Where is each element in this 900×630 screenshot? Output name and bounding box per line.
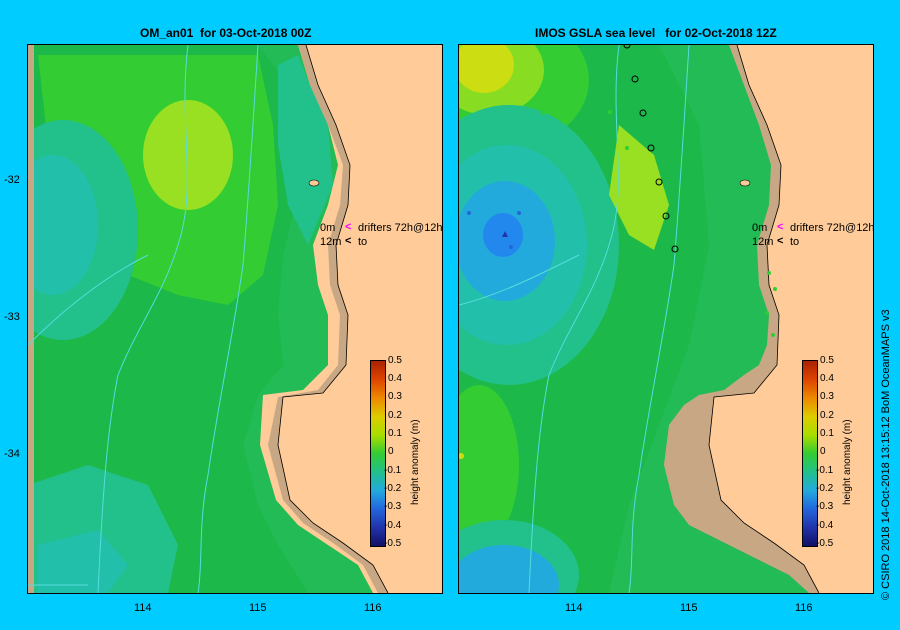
y-tick-label: -33: [4, 311, 20, 323]
colorbar-label: 0.5: [820, 355, 834, 366]
colorbar-label: -0.3: [384, 501, 402, 512]
colorbar-label: 0.3: [388, 391, 402, 402]
colorbar-label: 0: [388, 446, 394, 457]
right-panel-title: IMOS GSLA sea level for 02-Oct-2018 12Z: [535, 26, 777, 40]
y-tick-label: -32: [4, 174, 20, 186]
colorbar-label: 0.1: [820, 428, 834, 439]
right-drifters-to: to: [790, 236, 800, 248]
colorbar-title: height anomaly (m): [410, 419, 421, 505]
right-map-canvas: [459, 45, 873, 593]
colorbar-label: -0.1: [384, 465, 402, 476]
x-tick-label: 115: [680, 602, 698, 614]
colorbar-label: -0.4: [384, 520, 402, 531]
left-drifter-12m-arrow-icon: <: [345, 235, 352, 247]
left-panel-title: OM_an01 for 03-Oct-2018 00Z: [140, 26, 312, 40]
colorbar-label: -0.5: [384, 538, 402, 549]
colorbar-label: 0.5: [388, 355, 402, 366]
right-drifter-0m-arrow-icon: <: [777, 221, 784, 233]
left-colorbar: [370, 360, 386, 547]
left-drifters-12m: 12m: [320, 236, 342, 248]
colorbar-label: 0.2: [388, 410, 402, 421]
right-drifter-12m-arrow-icon: <: [777, 235, 784, 247]
colorbar-label: 0.2: [820, 410, 834, 421]
right-drifters-label: drifters 72h@12h: [790, 222, 875, 234]
colorbar-label: -0.2: [816, 483, 834, 494]
left-drifters-label: drifters 72h@12h: [358, 222, 443, 234]
colorbar-label: -0.4: [816, 520, 834, 531]
right-map[interactable]: [458, 44, 874, 594]
credit-text: © CSIRO 2018 14-Oct-2018 13:15:12 BoM Oc…: [880, 309, 892, 600]
colorbar-label: 0.1: [388, 428, 402, 439]
colorbar-label: -0.1: [816, 465, 834, 476]
left-map[interactable]: [27, 44, 443, 594]
colorbar-label: 0: [820, 446, 826, 457]
x-tick-label: 116: [795, 602, 813, 614]
right-colorbar: [802, 360, 818, 547]
colorbar-label: 0.4: [820, 373, 834, 384]
x-tick-label: 114: [565, 602, 583, 614]
left-drifters-0m: 0m: [320, 222, 336, 234]
y-tick-label: -34: [4, 448, 20, 460]
left-drifter-0m-arrow-icon: <: [345, 221, 352, 233]
x-tick-label: 115: [249, 602, 267, 614]
right-drifters-12m: 12m: [752, 236, 774, 248]
x-tick-label: 114: [134, 602, 152, 614]
colorbar-label: 0.3: [820, 391, 834, 402]
colorbar-label: -0.5: [816, 538, 834, 549]
right-drifters-0m: 0m: [752, 222, 768, 234]
colorbar-label: 0.4: [388, 373, 402, 384]
colorbar-label: -0.2: [384, 483, 402, 494]
left-map-canvas: [28, 45, 442, 593]
colorbar-label: -0.3: [816, 501, 834, 512]
left-drifters-to: to: [358, 236, 368, 248]
colorbar-title: height anomaly (m): [842, 419, 853, 505]
x-tick-label: 116: [364, 602, 382, 614]
